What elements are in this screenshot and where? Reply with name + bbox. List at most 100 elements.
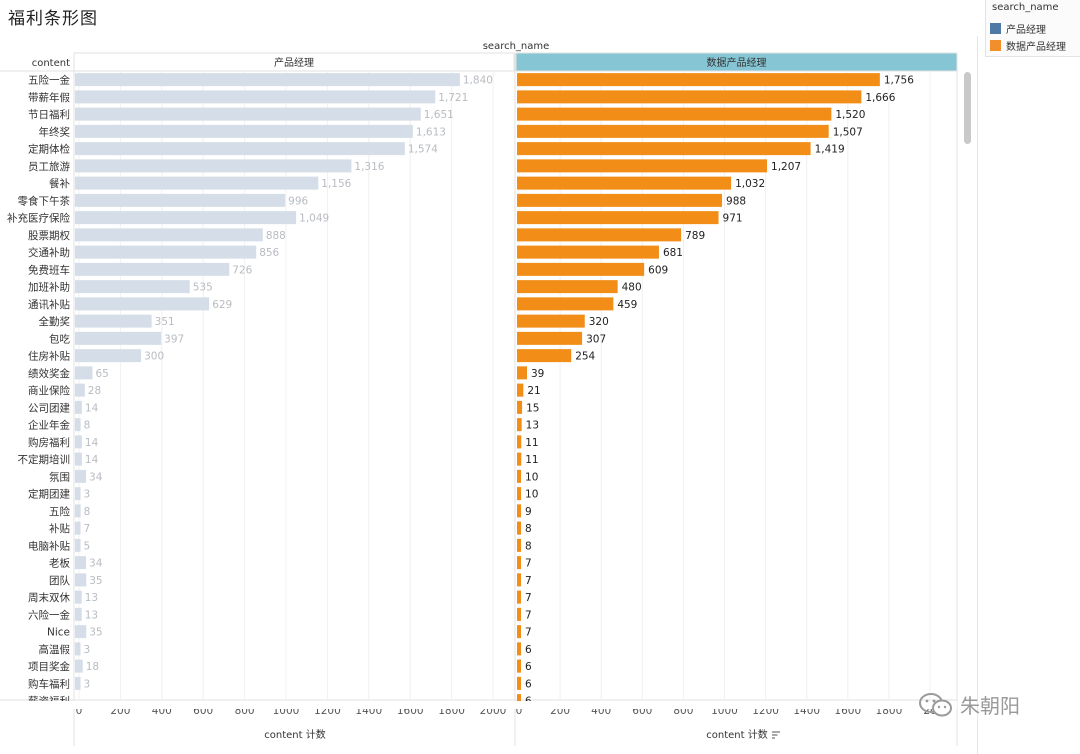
data-label-data-product-manager: 971 [723, 213, 743, 225]
category-label: 公司团建 [28, 401, 70, 414]
bar-product-manager [75, 107, 421, 121]
x-tick-label: 0 [516, 705, 523, 717]
data-label-data-product-manager: 1,666 [865, 92, 895, 104]
bar-product-manager [75, 676, 81, 690]
category-label: Nice [47, 627, 70, 639]
bar-product-manager [75, 538, 81, 552]
data-label-product-manager: 397 [164, 333, 184, 345]
bar-product-manager [75, 142, 405, 156]
bar-product-manager [75, 659, 83, 673]
legend-swatch-data-product-manager [990, 40, 1001, 51]
data-label-data-product-manager: 8 [525, 540, 532, 552]
bar-data-product-manager [517, 124, 829, 138]
legend-item-product-manager[interactable]: 产品经理 [990, 21, 1046, 36]
bar-data-product-manager [517, 349, 572, 363]
bar-data-product-manager [517, 676, 521, 690]
panel-header-1 [515, 52, 958, 72]
bar-product-manager [75, 642, 81, 656]
data-label-product-manager: 351 [155, 316, 175, 328]
vertical-scrollbar[interactable] [963, 72, 972, 698]
bar-data-product-manager [517, 452, 522, 466]
bar-product-manager [75, 366, 93, 380]
data-label-product-manager: 300 [144, 351, 164, 363]
bar-data-product-manager [517, 435, 522, 449]
data-label-product-manager: 726 [232, 264, 252, 276]
bar-data-product-manager [517, 193, 723, 207]
data-label-product-manager: 14 [85, 454, 99, 466]
data-label-data-product-manager: 7 [525, 592, 532, 604]
data-label-data-product-manager: 7 [525, 575, 532, 587]
category-label: 企业年金 [28, 419, 70, 432]
data-label-data-product-manager: 789 [685, 230, 705, 242]
category-label: 交通补助 [28, 246, 70, 259]
category-label: 通讯补贴 [28, 298, 70, 311]
bar-product-manager [75, 176, 319, 190]
data-label-data-product-manager: 10 [525, 489, 538, 501]
data-label-product-manager: 3 [84, 678, 91, 690]
panel-header-0 [73, 52, 515, 72]
bar-product-manager [75, 400, 82, 414]
category-label: 餐补 [49, 177, 70, 190]
panel-header-label-0: 产品经理 [274, 56, 314, 69]
bar-data-product-manager [517, 556, 521, 570]
watermark: 朱朝阳 [918, 690, 1020, 719]
data-label-data-product-manager: 7 [525, 609, 532, 621]
bar-product-manager [75, 452, 82, 466]
data-label-data-product-manager: 1,207 [771, 161, 801, 173]
bar-data-product-manager [517, 607, 521, 621]
data-label-product-manager: 34 [89, 558, 103, 570]
bar-data-product-manager [517, 262, 645, 276]
category-label: 五险一金 [28, 74, 70, 87]
bar-product-manager [75, 245, 257, 259]
data-label-data-product-manager: 9 [525, 506, 532, 518]
bar-product-manager [75, 159, 352, 173]
scrollbar-thumb[interactable] [964, 72, 971, 144]
data-label-data-product-manager: 13 [526, 420, 539, 432]
data-label-product-manager: 18 [86, 661, 99, 673]
bar-data-product-manager [517, 469, 522, 483]
data-label-data-product-manager: 307 [586, 333, 606, 345]
bar-product-manager [75, 124, 413, 138]
bar-product-manager [75, 556, 87, 570]
data-label-product-manager: 7 [84, 523, 91, 535]
x-axis-title-left: content 计数 [264, 728, 325, 741]
data-label-data-product-manager: 21 [527, 385, 540, 397]
data-label-data-product-manager: 1,756 [884, 75, 914, 87]
bar-data-product-manager [517, 538, 521, 552]
bar-data-product-manager [517, 487, 522, 501]
data-label-product-manager: 3 [84, 644, 91, 656]
bar-data-product-manager [517, 694, 521, 708]
bar-data-product-manager [517, 314, 585, 328]
data-label-data-product-manager: 1,032 [735, 178, 765, 190]
bar-product-manager [75, 262, 230, 276]
category-label: 电脑补贴 [28, 539, 70, 552]
bar-data-product-manager [517, 73, 880, 87]
category-label: 周末双休 [28, 591, 70, 604]
data-label-product-manager: 629 [212, 299, 232, 311]
category-label: 员工旅游 [28, 160, 70, 173]
bar-data-product-manager [517, 383, 524, 397]
data-label-product-manager: 65 [95, 368, 108, 380]
category-label: 带薪年假 [28, 91, 70, 104]
data-label-product-manager: 856 [259, 247, 279, 259]
category-label: 加班补助 [28, 281, 70, 294]
bar-data-product-manager [517, 366, 528, 380]
data-label-product-manager: 13 [85, 592, 98, 604]
category-label: 老板 [49, 557, 70, 570]
legend-item-data-product-manager[interactable]: 数据产品经理 [990, 38, 1066, 53]
category-label: 定期团建 [28, 488, 70, 501]
watermark-text: 朱朝阳 [960, 694, 1020, 718]
category-label: 不定期培训 [18, 453, 71, 466]
data-label-data-product-manager: 10 [525, 471, 538, 483]
bar-product-manager [75, 383, 85, 397]
bar-product-manager [75, 349, 142, 363]
data-label-product-manager: 5 [84, 540, 91, 552]
bar-data-product-manager [517, 211, 719, 225]
category-label: 高温假 [39, 643, 71, 656]
category-label: 包吃 [49, 332, 70, 345]
data-label-data-product-manager: 15 [526, 402, 539, 414]
bar-data-product-manager [517, 573, 521, 587]
bar-data-product-manager [517, 107, 832, 121]
data-label-product-manager: 8 [84, 420, 91, 432]
bar-data-product-manager [517, 297, 614, 311]
